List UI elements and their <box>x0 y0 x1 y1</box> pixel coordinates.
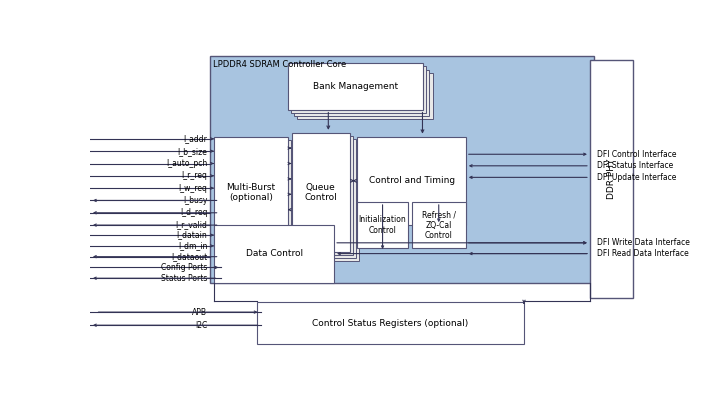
Bar <box>590 60 632 298</box>
Bar <box>357 136 466 225</box>
Text: l_datain: l_datain <box>176 231 207 240</box>
Text: DFI Control Interface: DFI Control Interface <box>597 150 676 159</box>
Bar <box>301 142 359 261</box>
Text: Refresh /
ZQ-Cal
Control: Refresh / ZQ-Cal Control <box>422 210 456 240</box>
Bar <box>294 70 429 116</box>
Bar <box>292 133 350 252</box>
Bar <box>220 143 294 254</box>
Bar <box>357 202 408 248</box>
Text: Initialization
Control: Initialization Control <box>359 215 406 235</box>
Bar <box>214 225 334 283</box>
Text: Bank Management: Bank Management <box>313 82 398 91</box>
Bar <box>297 139 356 258</box>
Text: LPDDR4 SDRAM Controller Core: LPDDR4 SDRAM Controller Core <box>213 60 346 70</box>
Text: l_auto_pch: l_auto_pch <box>166 159 207 168</box>
Bar <box>210 56 594 283</box>
Text: l_b_size: l_b_size <box>177 147 207 156</box>
Bar <box>297 73 433 119</box>
Text: Control and Timing: Control and Timing <box>369 176 455 185</box>
Bar <box>223 146 297 258</box>
Text: l_dataout: l_dataout <box>171 252 207 261</box>
Text: Config Ports: Config Ports <box>161 263 207 272</box>
Text: l_w_req: l_w_req <box>179 184 207 193</box>
Bar <box>287 64 423 110</box>
Text: APB: APB <box>192 308 207 317</box>
Text: l_r_valid: l_r_valid <box>176 221 207 230</box>
Text: l_dm_in: l_dm_in <box>178 241 207 250</box>
Text: DFI Status Interface: DFI Status Interface <box>597 161 672 170</box>
Bar <box>214 136 287 248</box>
Bar <box>217 140 291 251</box>
Bar <box>412 202 466 248</box>
Text: DFI Read Data Interface: DFI Read Data Interface <box>597 249 688 258</box>
Text: I2C: I2C <box>195 321 207 330</box>
Text: l_busy: l_busy <box>183 196 207 205</box>
Text: Multi-Burst
(optional): Multi-Burst (optional) <box>226 183 275 202</box>
Text: DDR PHY: DDR PHY <box>607 159 616 199</box>
Text: l_d_req: l_d_req <box>180 208 207 217</box>
Text: Queue
Control: Queue Control <box>304 183 337 202</box>
Text: DFI Write Data Interface: DFI Write Data Interface <box>597 238 690 247</box>
Bar <box>294 136 353 255</box>
Bar <box>291 66 426 113</box>
Text: Status Ports: Status Ports <box>161 274 207 283</box>
Text: Control Status Registers (optional): Control Status Registers (optional) <box>312 319 469 328</box>
Text: l_r_req: l_r_req <box>181 171 207 180</box>
Bar <box>256 302 524 344</box>
Text: Data Control: Data Control <box>246 250 302 258</box>
Text: l_addr: l_addr <box>184 134 207 143</box>
Text: DFI Update Interface: DFI Update Interface <box>597 173 676 182</box>
